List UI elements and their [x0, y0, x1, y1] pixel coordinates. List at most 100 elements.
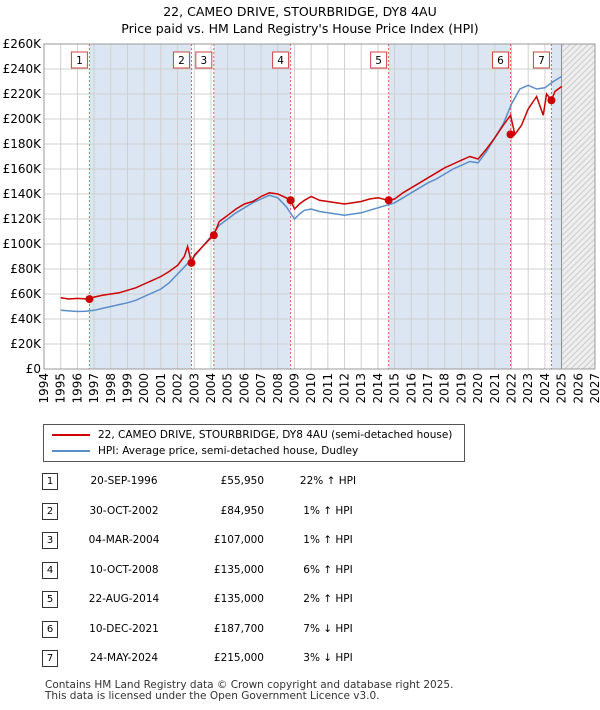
table-row: 2 30-OCT-2002 £84,950 1% ↑ HPI [0, 500, 600, 520]
sale-marker-box [70, 51, 88, 69]
x-tick-label: 2017 [421, 373, 435, 404]
sale-number-badge: 1 [42, 473, 58, 490]
sale-marker-label: 5 [375, 55, 382, 67]
sale-number-badge: 2 [42, 503, 58, 520]
y-tick-label: £20K [10, 337, 42, 351]
sale-point [547, 96, 556, 105]
sale-labels: 1 2 3 4 5 6 7 [70, 51, 550, 69]
x-tick-label: 2008 [271, 373, 285, 404]
hatch-line [562, 302, 596, 337]
hatch-line [562, 84, 596, 118]
sale-marker-label: 1 [76, 55, 83, 67]
sale-point [85, 295, 94, 304]
hatch-line [562, 297, 596, 331]
sale-number-badge: 7 [42, 650, 58, 667]
y-tick-label: £100K [3, 237, 43, 251]
x-tick-label: 2026 [571, 373, 585, 404]
sale-marker-box [370, 51, 388, 69]
sale-marker-box [195, 51, 213, 69]
table-row: 5 22-AUG-2014 £135,000 2% ↑ HPI [0, 588, 600, 608]
table-row: 6 10-DEC-2021 £187,700 7% ↓ HPI [0, 618, 600, 638]
x-tick-label: 2004 [204, 373, 218, 404]
sale-date: 20-SEP-1996 [90, 475, 158, 487]
sale-price: £107,000 [213, 534, 264, 546]
sale-price: £215,000 [213, 652, 264, 664]
x-tick-label: 2012 [338, 373, 352, 404]
x-tick-label: 2002 [171, 373, 185, 404]
x-tick-label: 2018 [438, 373, 452, 404]
sale-price: £187,700 [213, 623, 264, 635]
table-row: 1 20-SEP-1996 £55,950 22% ↑ HPI [0, 470, 600, 490]
y-tick-label: £180K [3, 137, 43, 151]
shaded-period [213, 44, 291, 369]
x-tick-label: 2000 [137, 373, 151, 404]
sale-marker-box [492, 51, 510, 69]
hatch-line [562, 202, 596, 236]
sale-date: 30-OCT-2002 [89, 505, 159, 517]
hatch-line [562, 184, 596, 219]
sale-number-badge: 6 [42, 621, 58, 638]
hatch-line [562, 178, 596, 213]
x-tick-label: 1995 [54, 373, 68, 404]
sale-hpi-diff: 2% ↑ HPI [303, 593, 353, 605]
hatch-line [562, 78, 596, 112]
gridlines [43, 43, 596, 370]
y-tick-label: £260K [3, 37, 43, 51]
footer: Contains HM Land Registry data © Crown c… [45, 680, 453, 702]
hatch-line [562, 72, 596, 106]
sale-point [384, 196, 393, 205]
y-tick-label: £60K [10, 287, 42, 301]
x-tick-label: 2015 [388, 373, 402, 404]
x-tick-label: 2016 [404, 373, 418, 404]
x-tick-label: 2020 [471, 373, 485, 404]
plot-frame [43, 43, 596, 370]
x-tick-label: 2027 [588, 373, 600, 404]
table-row: 4 10-OCT-2008 £135,000 6% ↑ HPI [0, 559, 600, 579]
sale-point [209, 231, 218, 240]
y-tick-label: £120K [3, 212, 43, 226]
y-tick-label: £80K [10, 262, 42, 276]
sale-hpi-diff: 22% ↑ HPI [299, 475, 357, 487]
x-tick-label: 2009 [287, 373, 301, 404]
x-tick-label: 2001 [154, 373, 168, 404]
future-hatch [561, 44, 596, 369]
series-lines [60, 75, 563, 313]
legend-item-property: 22, CAMEO DRIVE, STOURBRIDGE, DY8 4AU (s… [52, 427, 452, 443]
sale-marker-box [272, 51, 290, 69]
hatch-line [562, 190, 596, 224]
x-tick-label: 2021 [488, 373, 502, 404]
property-price-line [60, 85, 563, 300]
legend-item-hpi: HPI: Average price, semi-detached house,… [52, 443, 358, 459]
legend-swatch-property [52, 434, 90, 436]
x-tick-label: 1998 [104, 373, 118, 404]
chart-title-line2: Price paid vs. HM Land Registry's House … [121, 21, 479, 36]
price-chart: 1 2 3 4 5 6 7 £0 £20K £40K £60K £80K £100K £120K £140… [3, 37, 600, 404]
shaded-period [89, 44, 192, 369]
y-tick-label: £200K [3, 112, 43, 126]
sale-hpi-diff: 3% ↓ HPI [303, 652, 353, 664]
footer-line1: Contains HM Land Registry data © Crown c… [45, 679, 454, 691]
sale-date: 04-MAR-2004 [88, 534, 160, 546]
sale-points [85, 96, 556, 304]
x-tick-label: 2014 [371, 373, 385, 404]
x-tick-label: 2013 [354, 373, 368, 404]
sale-number-badge: 4 [42, 562, 58, 579]
sale-hpi-diff: 1% ↑ HPI [303, 505, 353, 517]
sale-marker-label: 3 [200, 55, 207, 67]
legend: 22, CAMEO DRIVE, STOURBRIDGE, DY8 4AU (s… [43, 424, 465, 462]
sale-marker-label: 2 [178, 55, 185, 67]
x-tick-label: 1996 [70, 373, 84, 404]
sale-marker-label: 4 [277, 55, 284, 67]
x-tick-label: 2025 [555, 373, 569, 404]
hatch-line [562, 66, 596, 100]
shaded-periods [89, 44, 562, 369]
chart-title-line1: 22, CAMEO DRIVE, STOURBRIDGE, DY8 4AU [163, 4, 437, 19]
hatch-line [562, 285, 596, 319]
hatch-line [562, 96, 596, 130]
x-tick-label: 1999 [120, 373, 134, 404]
x-tick-label: 1997 [87, 373, 101, 404]
shaded-period [388, 44, 511, 369]
sale-hpi-diff: 1% ↑ HPI [303, 534, 353, 546]
sale-date: 24-MAY-2024 [89, 652, 159, 664]
sale-point [187, 258, 196, 267]
